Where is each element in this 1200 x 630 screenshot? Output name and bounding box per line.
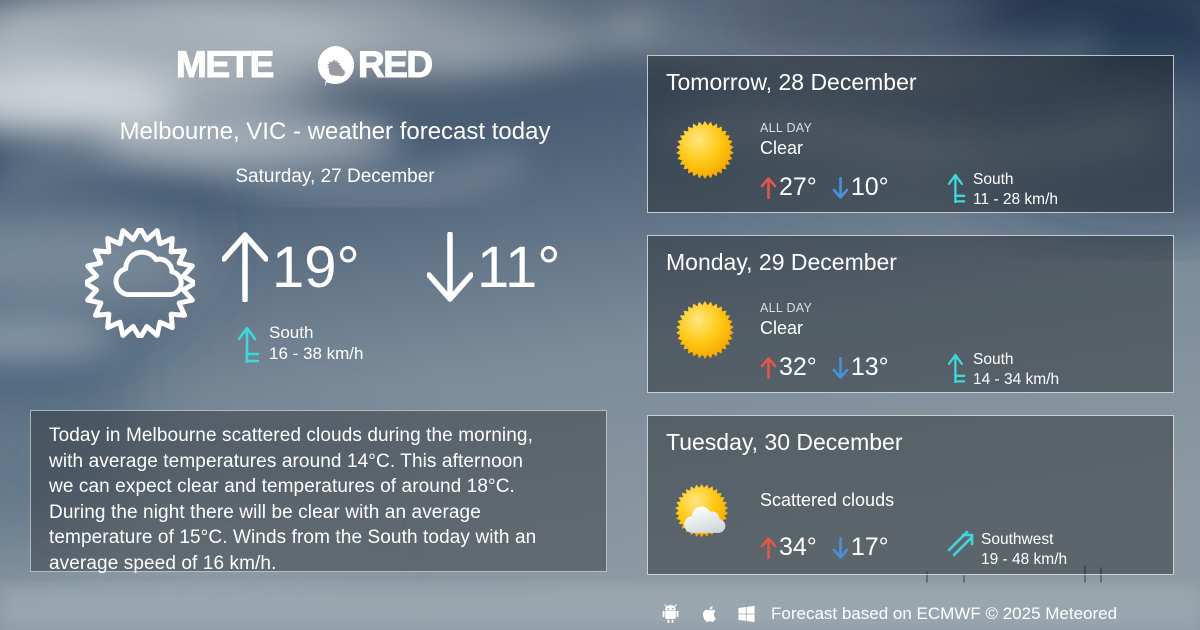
svg-text:RED: RED [358, 44, 432, 85]
svg-text:METE: METE [176, 44, 274, 85]
